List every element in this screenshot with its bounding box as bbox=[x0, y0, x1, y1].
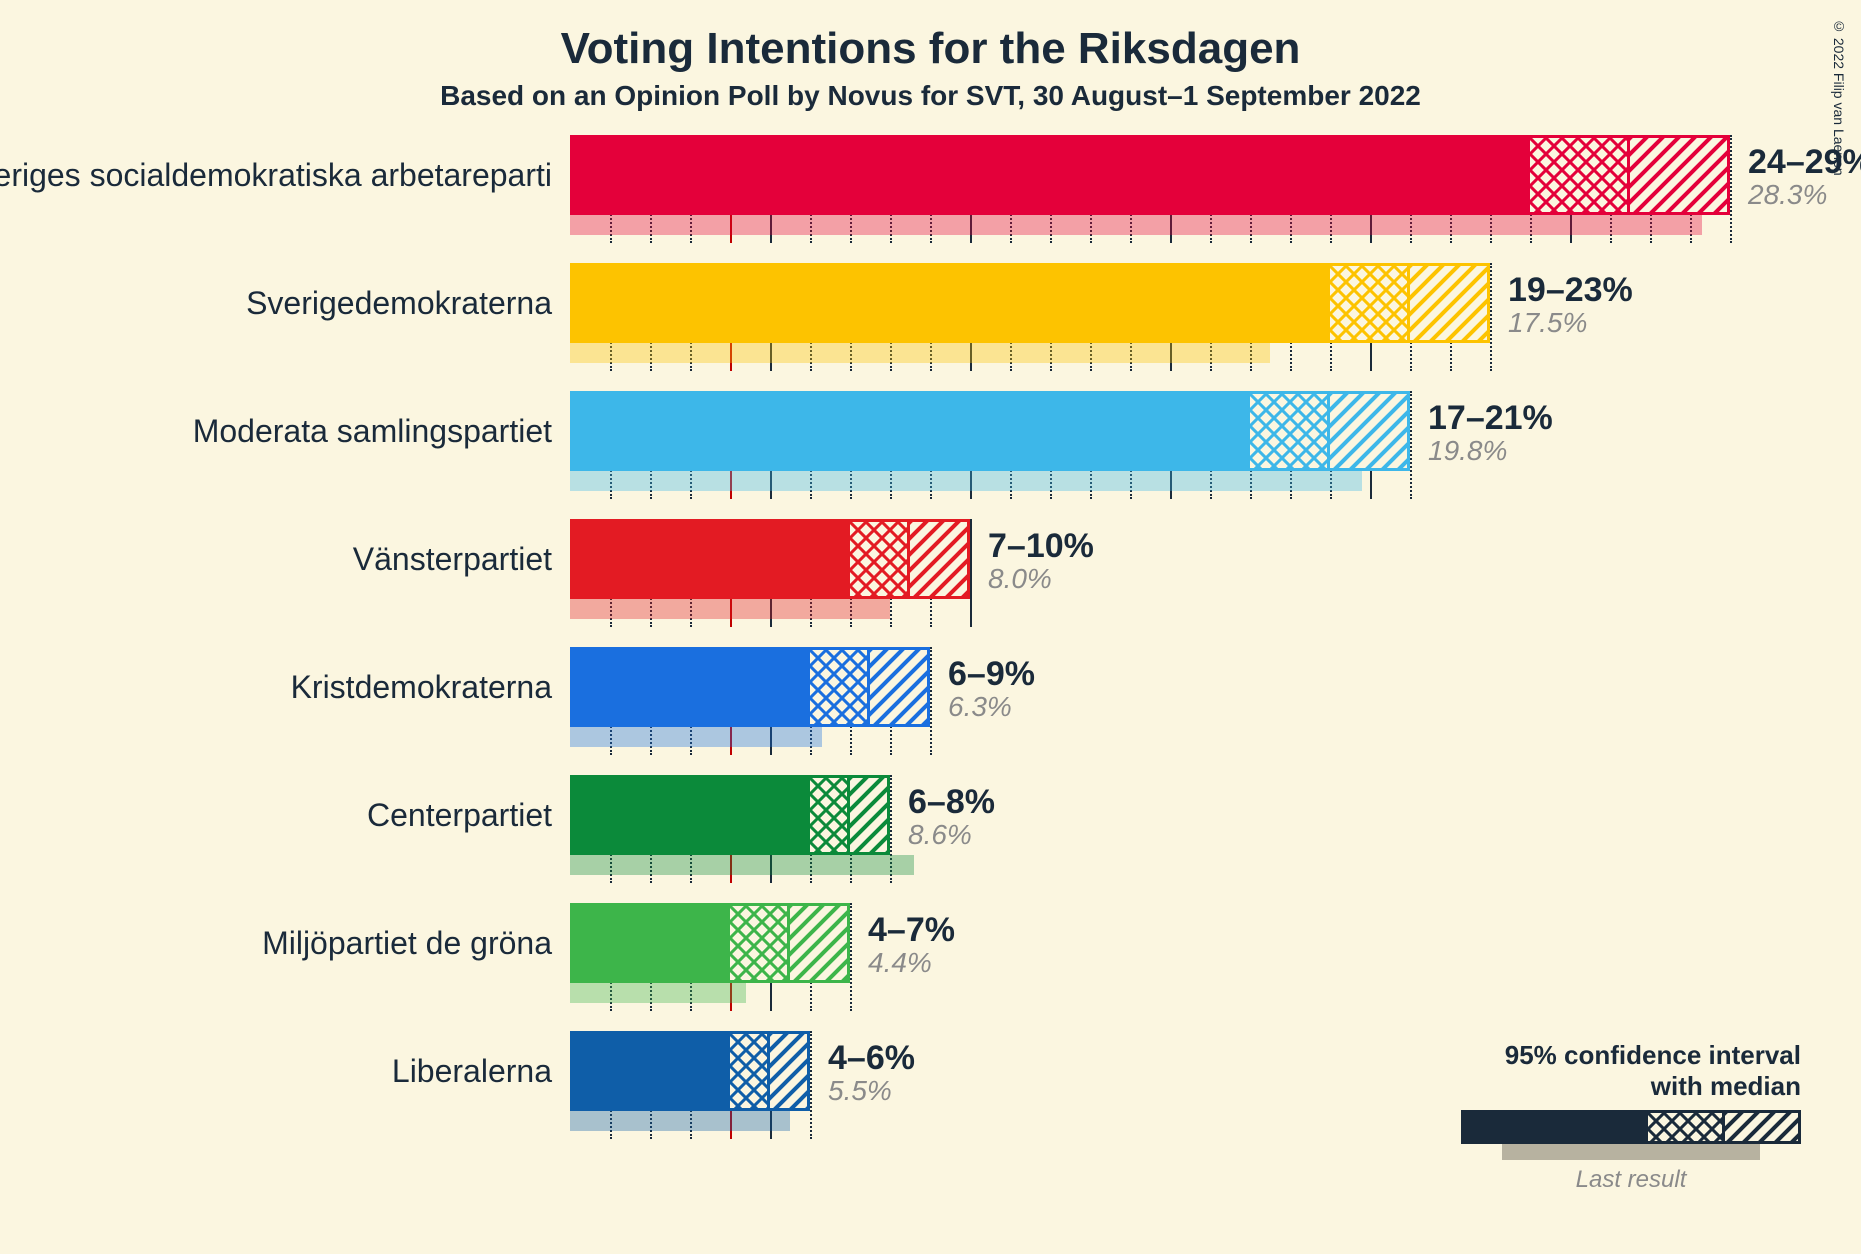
bar-diagonal bbox=[1630, 135, 1730, 215]
value-range-label: 4–6% bbox=[828, 1039, 915, 1078]
party-label: Sverigedemokraterna bbox=[246, 285, 570, 322]
bar-solid bbox=[570, 391, 1250, 471]
value-last-label: 8.6% bbox=[908, 819, 972, 851]
value-range-label: 6–9% bbox=[948, 655, 1035, 694]
bar-solid bbox=[570, 519, 850, 599]
gridline-minor bbox=[810, 1031, 812, 1139]
bar-last-result bbox=[570, 855, 914, 875]
legend-last-label: Last result bbox=[1461, 1166, 1801, 1194]
value-last-label: 8.0% bbox=[988, 563, 1052, 595]
gridline-minor bbox=[1730, 135, 1732, 243]
legend-bar-diagonal bbox=[1725, 1110, 1802, 1144]
chart-row: Centerpartiet6–8%8.6% bbox=[570, 775, 1770, 903]
party-label: Miljöpartiet de gröna bbox=[262, 925, 570, 962]
bar-diagonal bbox=[850, 775, 890, 855]
bar-crosshatch bbox=[1530, 135, 1630, 215]
value-last-label: 6.3% bbox=[948, 691, 1012, 723]
bar-diagonal bbox=[1410, 263, 1490, 343]
bar-solid bbox=[570, 263, 1330, 343]
value-range-label: 19–23% bbox=[1508, 271, 1633, 310]
legend: 95% confidence interval with median Last… bbox=[1461, 1040, 1801, 1194]
value-last-label: 4.4% bbox=[868, 947, 932, 979]
bar-solid bbox=[570, 1031, 730, 1111]
bar-crosshatch bbox=[1250, 391, 1330, 471]
party-label: Liberalerna bbox=[392, 1053, 570, 1090]
bar-diagonal bbox=[790, 903, 850, 983]
value-last-label: 28.3% bbox=[1748, 179, 1827, 211]
legend-bar-crosshatch bbox=[1648, 1110, 1725, 1144]
value-range-label: 7–10% bbox=[988, 527, 1094, 566]
bar-last-result bbox=[570, 727, 822, 747]
bar-last-result bbox=[570, 983, 746, 1003]
chart-row: Moderata samlingspartiet17–21%19.8% bbox=[570, 391, 1770, 519]
bar-crosshatch bbox=[810, 647, 870, 727]
value-last-label: 19.8% bbox=[1428, 435, 1507, 467]
bar-last-result bbox=[570, 1111, 790, 1131]
value-range-label: 24–29% bbox=[1748, 143, 1861, 182]
bar-crosshatch bbox=[1330, 263, 1410, 343]
bar-diagonal bbox=[770, 1031, 810, 1111]
legend-title-line2: with median bbox=[1461, 1071, 1801, 1102]
chart-row: Miljöpartiet de gröna4–7%4.4% bbox=[570, 903, 1770, 1031]
legend-bar-solid bbox=[1461, 1110, 1648, 1144]
party-label: Moderata samlingspartiet bbox=[193, 413, 570, 450]
chart-subtitle: Based on an Opinion Poll by Novus for SV… bbox=[0, 80, 1861, 112]
bar-diagonal bbox=[870, 647, 930, 727]
legend-title-line1: 95% confidence interval bbox=[1461, 1040, 1801, 1071]
bar-last-result bbox=[570, 599, 890, 619]
value-range-label: 17–21% bbox=[1428, 399, 1553, 438]
bar-crosshatch bbox=[850, 519, 910, 599]
legend-bar bbox=[1461, 1110, 1801, 1164]
bar-diagonal bbox=[910, 519, 970, 599]
chart-row: Vänsterpartiet7–10%8.0% bbox=[570, 519, 1770, 647]
bar-last-result bbox=[570, 343, 1270, 363]
party-label: Sveriges socialdemokratiska arbetarepart… bbox=[0, 157, 570, 194]
bar-solid bbox=[570, 647, 810, 727]
bar-crosshatch bbox=[730, 1031, 770, 1111]
chart-row: Sverigedemokraterna19–23%17.5% bbox=[570, 263, 1770, 391]
value-range-label: 6–8% bbox=[908, 783, 995, 822]
bar-solid bbox=[570, 775, 810, 855]
chart-row: Sveriges socialdemokratiska arbetarepart… bbox=[570, 135, 1770, 263]
party-label: Vänsterpartiet bbox=[353, 541, 570, 578]
party-label: Kristdemokraterna bbox=[291, 669, 570, 706]
gridline-minor bbox=[850, 903, 852, 1011]
bar-last-result bbox=[570, 471, 1362, 491]
bar-diagonal bbox=[1330, 391, 1410, 471]
bar-crosshatch bbox=[810, 775, 850, 855]
bar-crosshatch bbox=[730, 903, 790, 983]
bar-last-result bbox=[570, 215, 1702, 235]
gridline-minor bbox=[930, 647, 932, 755]
legend-bar-last bbox=[1502, 1144, 1760, 1160]
value-range-label: 4–7% bbox=[868, 911, 955, 950]
chart-title: Voting Intentions for the Riksdagen bbox=[0, 0, 1861, 74]
bar-solid bbox=[570, 135, 1530, 215]
gridline-minor bbox=[1410, 391, 1412, 499]
value-last-label: 5.5% bbox=[828, 1075, 892, 1107]
gridline-major bbox=[970, 519, 972, 627]
chart-row: Kristdemokraterna6–9%6.3% bbox=[570, 647, 1770, 775]
gridline-minor bbox=[1490, 263, 1492, 371]
value-last-label: 17.5% bbox=[1508, 307, 1587, 339]
bar-solid bbox=[570, 903, 730, 983]
party-label: Centerpartiet bbox=[367, 797, 570, 834]
